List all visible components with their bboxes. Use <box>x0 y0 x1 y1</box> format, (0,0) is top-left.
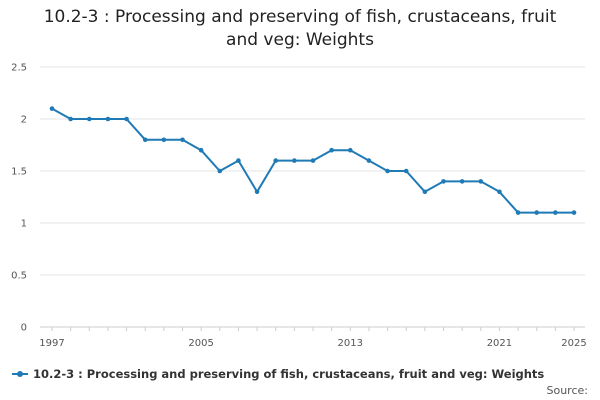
y-tick-label-0: 0 <box>21 323 27 334</box>
data-point-2018[interactable] <box>441 179 446 184</box>
data-point-2006[interactable] <box>217 168 223 174</box>
legend[interactable]: 10.2-3 : Processing and preserving of fi… <box>12 367 544 381</box>
data-point-2019[interactable] <box>459 179 465 184</box>
data-point-2012[interactable] <box>329 147 334 153</box>
data-point-2007[interactable] <box>236 158 241 163</box>
legend-label: 10.2-3 : Processing and preserving of fi… <box>33 367 545 381</box>
data-point-2009[interactable] <box>273 158 279 163</box>
x-tick-label-1: 2005 <box>188 338 213 349</box>
data-point-2017[interactable] <box>422 189 428 195</box>
y-tick-label-1: 0.5 <box>11 271 27 282</box>
data-point-2005[interactable] <box>198 147 204 153</box>
data-point-2011[interactable] <box>310 158 316 163</box>
data-point-2025[interactable] <box>571 210 577 215</box>
chart-title: 10.2-3 : Processing and preserving of fi… <box>0 6 600 52</box>
data-point-2023[interactable] <box>534 210 540 215</box>
data-point-2020[interactable] <box>478 179 484 184</box>
data-point-2003[interactable] <box>161 137 167 143</box>
data-point-2016[interactable] <box>403 168 409 174</box>
data-point-2001[interactable] <box>124 116 129 122</box>
source-label: Source: <box>546 384 589 397</box>
x-tick-label-2: 2013 <box>338 338 363 349</box>
data-point-1997[interactable] <box>49 106 55 111</box>
data-point-2008[interactable] <box>254 189 260 195</box>
data-point-2000[interactable] <box>105 116 111 122</box>
data-point-1999[interactable] <box>86 116 92 122</box>
y-tick-label-3: 1.5 <box>11 167 27 178</box>
data-point-2022[interactable] <box>515 210 521 215</box>
grid-lines <box>40 66 585 276</box>
data-point-2021[interactable] <box>497 189 502 195</box>
chart-title-line-1: 10.2-3 : Processing and preserving of fi… <box>43 7 557 27</box>
y-tick-label-5: 2.5 <box>11 63 27 74</box>
data-point-2015[interactable] <box>385 168 390 174</box>
data-point-2010[interactable] <box>292 158 297 163</box>
x-tick-label-0: 1997 <box>39 338 64 349</box>
legend-swatch-icon <box>12 369 28 379</box>
y-tick-label-4: 2 <box>21 115 27 126</box>
axes: 0 0.5 1 1.5 2 2.5 1997 2005 2013 2021 2025 <box>11 63 587 350</box>
series-layer <box>49 106 577 215</box>
chart-title-line-2: and veg: Weights <box>226 30 374 50</box>
y-tick-label-2: 1 <box>21 219 27 230</box>
x-tick-label-3: 2021 <box>487 338 512 349</box>
data-point-2013[interactable] <box>347 147 353 153</box>
data-point-2002[interactable] <box>142 137 148 143</box>
data-point-2004[interactable] <box>180 137 185 143</box>
data-point-2014[interactable] <box>366 158 372 163</box>
data-point-2024[interactable] <box>553 210 558 215</box>
x-tick-label-4: 2025 <box>561 338 586 349</box>
data-point-1998[interactable] <box>68 116 73 122</box>
